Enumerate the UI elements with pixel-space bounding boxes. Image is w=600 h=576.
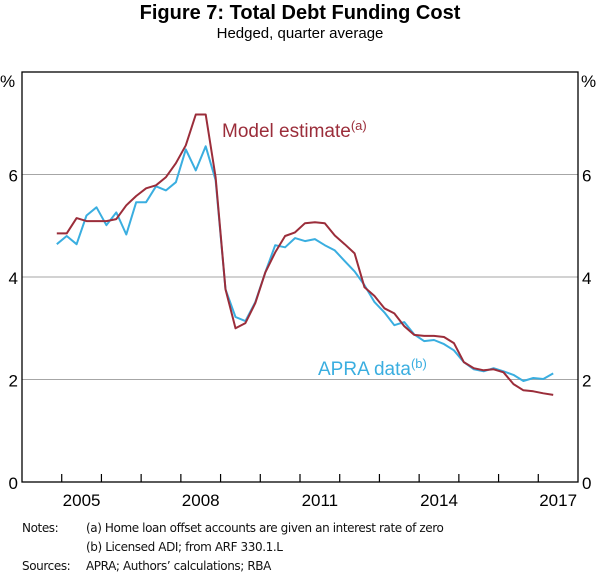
chart-notes: Notes: (a) Home loan offset accounts are … [22,519,444,576]
sources-text: APRA; Authors’ calculations; RBA [86,559,271,573]
x-tick-label-2008: 2008 [182,491,220,510]
y-axis-tick-labels: 0 0 2 2 4 4 6 6 [9,167,592,494]
chart-subtitle: Hedged, quarter average [216,25,384,42]
y-tick-label-left: 4 [9,269,18,288]
notes-label: Notes: [22,521,59,535]
series-line-model-estimate [56,113,554,396]
sources-label: Sources: [22,559,71,573]
series-label-model-estimate: Model estimate(a) [222,118,367,142]
footnote-a: (a) [351,118,367,133]
x-axis-tick-labels: 2005 2008 2011 2014 2017 [63,491,577,510]
x-tick-label-2011: 2011 [302,491,339,510]
footnote-b: (b) [411,356,427,371]
y-tick-label-left: 0 [9,474,18,493]
x-tick-label-2014: 2014 [420,491,458,510]
chart-title: Figure 7: Total Debt Funding Cost [139,2,461,24]
series-lines [56,113,554,396]
y-axis-unit-left: % [0,72,15,91]
y-tick-label-left: 6 [9,167,18,186]
y-tick-label-right: 4 [582,269,591,288]
x-tick-label-2017: 2017 [539,491,577,510]
y-tick-label-right: 6 [582,167,591,186]
y-tick-label-right: 0 [582,474,591,493]
series-line-apra-data [56,145,554,382]
series-label-apra-data: APRA data(b) [318,356,427,380]
note-b: (b) Licensed ADI; from ARF 330.1.L [86,540,283,554]
y-tick-label-left: 2 [9,372,18,391]
x-axis-ticks [61,474,539,482]
y-tick-label-right: 2 [582,372,591,391]
gridlines [22,174,578,380]
x-tick-label-2005: 2005 [63,491,101,510]
note-a: (a) Home loan offset accounts are given … [86,521,444,535]
y-axis-unit-right: % [581,72,596,91]
